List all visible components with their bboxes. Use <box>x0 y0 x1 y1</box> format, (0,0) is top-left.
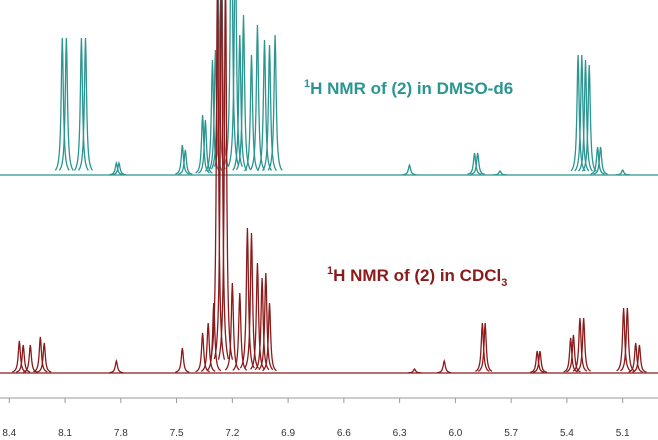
peak <box>249 24 265 171</box>
peak <box>12 340 27 373</box>
peak <box>475 322 490 372</box>
peak <box>616 307 631 372</box>
peak <box>175 144 190 175</box>
peak <box>572 317 588 372</box>
label-sub: 3 <box>501 277 507 289</box>
x-tick-label: 5.1 <box>616 428 630 439</box>
x-tick-label: 6.9 <box>281 428 295 439</box>
peak <box>628 342 643 373</box>
peak <box>267 34 283 171</box>
peak <box>232 34 248 171</box>
peak <box>402 163 417 176</box>
peak <box>37 342 52 373</box>
peak <box>467 152 482 175</box>
x-tick-label: 6.3 <box>393 428 407 439</box>
x-tick-label: 7.8 <box>114 428 128 439</box>
x-tick-label: 6.6 <box>337 428 351 439</box>
peak <box>206 302 222 372</box>
peak <box>239 227 255 369</box>
x-tick-label: 8.1 <box>58 428 72 439</box>
peak <box>615 168 630 176</box>
peak <box>470 152 485 175</box>
peak <box>593 146 608 175</box>
peak <box>195 114 210 174</box>
peak <box>198 119 213 174</box>
peak <box>532 350 548 373</box>
peak <box>492 170 508 176</box>
peak <box>73 37 89 171</box>
peak <box>249 262 265 370</box>
peak <box>224 282 240 371</box>
peak <box>16 344 31 373</box>
peak <box>632 344 647 373</box>
peak <box>178 149 193 175</box>
peak <box>574 54 590 172</box>
x-tick-label: 5.4 <box>560 428 574 439</box>
peak <box>261 44 278 172</box>
peak <box>77 37 94 171</box>
peak <box>109 160 124 176</box>
label-sup: 1 <box>327 265 333 277</box>
peak <box>407 368 422 374</box>
peak <box>477 322 493 372</box>
peak <box>578 59 594 172</box>
x-tick-label: 7.5 <box>170 428 184 439</box>
peak <box>109 358 124 374</box>
peak <box>530 350 545 373</box>
peak <box>243 232 260 369</box>
peak <box>563 337 578 373</box>
x-tick-label: 7.2 <box>225 428 239 439</box>
peak <box>254 277 270 371</box>
label-text: H NMR of (2) in DMSO-d6 <box>310 79 513 98</box>
peak <box>58 37 74 171</box>
peak <box>576 317 591 372</box>
peak <box>581 64 597 172</box>
peak <box>437 358 452 374</box>
peak <box>262 302 277 372</box>
peak <box>256 39 273 171</box>
peak <box>243 54 259 172</box>
peak <box>209 0 226 360</box>
label-text: H NMR of (2) in CDCl <box>333 266 501 285</box>
peak <box>54 37 70 171</box>
x-tick-label: 8.4 <box>2 428 16 439</box>
peak <box>33 336 48 373</box>
series-label: 1H NMR of (2) in DMSO-d6 <box>304 78 513 98</box>
x-tick-label: 6.0 <box>448 428 462 439</box>
peak <box>570 54 586 172</box>
peak <box>232 292 248 371</box>
series-label: 1H NMR of (2) in CDCl3 <box>327 265 507 289</box>
peak <box>200 322 216 372</box>
x-tick-label: 5.7 <box>504 428 518 439</box>
peak <box>175 347 190 373</box>
peak <box>258 272 274 371</box>
label-sup: 1 <box>304 78 310 90</box>
peak <box>590 146 605 175</box>
peak <box>213 0 230 360</box>
peak <box>111 160 127 176</box>
peak <box>204 59 220 172</box>
